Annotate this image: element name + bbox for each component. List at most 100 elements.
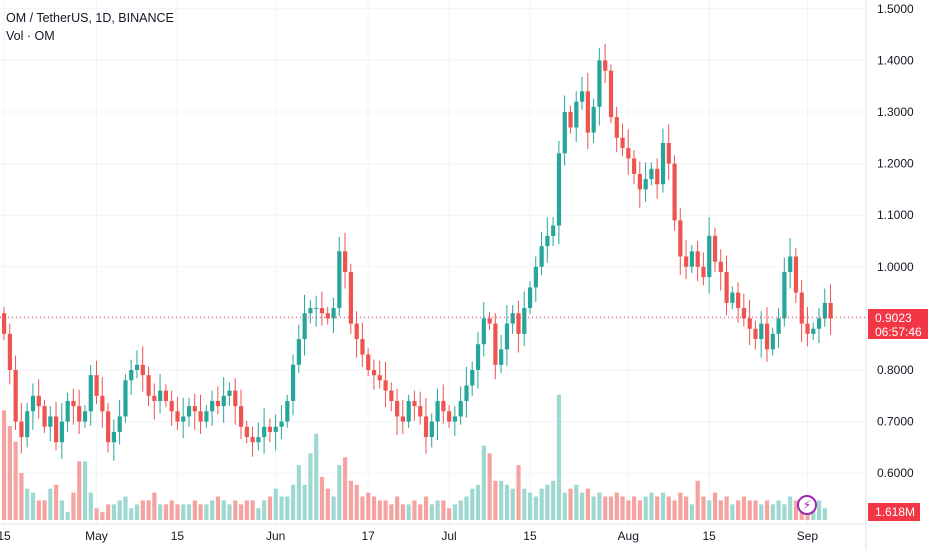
candle-body bbox=[539, 246, 544, 267]
candle-body bbox=[36, 395, 41, 407]
volume-bar bbox=[65, 512, 70, 520]
candle-body bbox=[574, 101, 579, 128]
candle-body bbox=[337, 251, 342, 309]
candle-body bbox=[71, 400, 76, 407]
candle-body bbox=[279, 421, 284, 427]
candle-body bbox=[406, 400, 411, 422]
volume-bar bbox=[389, 504, 394, 520]
candle-body bbox=[788, 256, 793, 272]
candle-body bbox=[701, 266, 706, 278]
volume-bar bbox=[111, 504, 117, 520]
volume-bar bbox=[556, 394, 562, 520]
candle-body bbox=[325, 313, 330, 319]
candle-body bbox=[747, 318, 752, 329]
candle-body bbox=[256, 437, 261, 443]
volume-bar bbox=[163, 504, 169, 520]
volume-bar bbox=[695, 480, 700, 520]
volume-bar bbox=[100, 512, 105, 520]
volume-bar bbox=[672, 500, 677, 520]
volume-bar bbox=[470, 488, 475, 520]
volume-bar bbox=[169, 500, 174, 520]
candle-body bbox=[556, 153, 562, 226]
candle-body bbox=[470, 370, 475, 386]
candle-body bbox=[331, 308, 336, 319]
volume-bar bbox=[198, 504, 203, 520]
candle-body bbox=[545, 235, 550, 247]
candle-body bbox=[192, 406, 197, 412]
volume-bar bbox=[649, 492, 654, 520]
volume-label: Vol · OM bbox=[6, 29, 55, 43]
candle-body bbox=[684, 256, 689, 267]
volume-bar bbox=[741, 496, 747, 520]
candle-body bbox=[632, 158, 637, 174]
volume-bar bbox=[134, 504, 140, 520]
candle-body bbox=[793, 256, 799, 293]
candle-body bbox=[591, 106, 596, 133]
x-tick-label: 15 bbox=[0, 529, 11, 543]
volume-bar bbox=[215, 496, 221, 520]
candle-body bbox=[585, 91, 590, 133]
candle-body bbox=[637, 173, 642, 190]
candle-body bbox=[30, 395, 36, 412]
candle-body bbox=[822, 302, 827, 319]
volume-bar bbox=[250, 500, 255, 520]
candle-body bbox=[678, 220, 683, 257]
candle-body bbox=[533, 266, 538, 288]
volume-bar bbox=[597, 492, 602, 520]
chart-legend: OM / TetherUS, 1D, BINANCE Vol · OM bbox=[6, 9, 174, 45]
candle-body bbox=[198, 411, 203, 422]
volume-bar bbox=[273, 488, 278, 520]
candle-body bbox=[371, 370, 377, 376]
candle-body bbox=[354, 323, 359, 340]
volume-bar bbox=[146, 500, 151, 520]
volume-bar bbox=[614, 492, 619, 520]
volume-bar bbox=[591, 496, 596, 520]
volume-bar bbox=[730, 504, 735, 520]
volume-bar bbox=[366, 492, 371, 520]
candle-body bbox=[580, 91, 585, 102]
last-price-tag: 0.9023 06:57:46 bbox=[868, 309, 928, 340]
candle-body bbox=[776, 318, 781, 334]
candle-body bbox=[285, 400, 290, 422]
volume-bar bbox=[279, 496, 284, 520]
candle-body bbox=[111, 431, 117, 443]
candle-body bbox=[435, 400, 440, 422]
candle-body bbox=[65, 400, 70, 422]
candle-body bbox=[452, 416, 458, 422]
volume-bar bbox=[736, 500, 741, 520]
volume-bar bbox=[816, 500, 822, 520]
volume-bar bbox=[175, 504, 180, 520]
candles bbox=[2, 43, 833, 461]
candle-body bbox=[19, 421, 24, 438]
volume-bar bbox=[54, 484, 59, 520]
x-tick-label: 15 bbox=[523, 529, 537, 543]
candle-body bbox=[753, 328, 758, 340]
x-tick-label: Sep bbox=[797, 529, 819, 543]
candle-body bbox=[13, 370, 18, 422]
volume-bar bbox=[238, 504, 244, 520]
candle-body bbox=[158, 390, 163, 401]
candle-body bbox=[718, 261, 723, 272]
candle-body bbox=[146, 375, 151, 396]
candle-body bbox=[169, 400, 174, 412]
candle-body bbox=[100, 395, 105, 412]
candle-body bbox=[799, 292, 804, 324]
volume-bar bbox=[325, 488, 330, 520]
volume-bar bbox=[319, 476, 325, 520]
candle-body bbox=[510, 313, 515, 324]
volume-bar bbox=[418, 504, 423, 520]
volume-bar bbox=[632, 496, 637, 520]
candle-body bbox=[366, 354, 371, 370]
volume-bar bbox=[718, 500, 723, 520]
candle-body bbox=[487, 318, 492, 324]
volume-bar bbox=[158, 504, 163, 520]
lightning-icon[interactable]: ⚡ bbox=[797, 495, 817, 515]
y-tick-label: 1.0000 bbox=[877, 260, 914, 274]
volume-bar bbox=[464, 496, 469, 520]
chart-grid bbox=[0, 0, 866, 524]
volume-bar bbox=[660, 492, 666, 520]
volume-bar bbox=[580, 492, 585, 520]
candle-body bbox=[25, 411, 30, 438]
candle-body bbox=[400, 416, 406, 422]
